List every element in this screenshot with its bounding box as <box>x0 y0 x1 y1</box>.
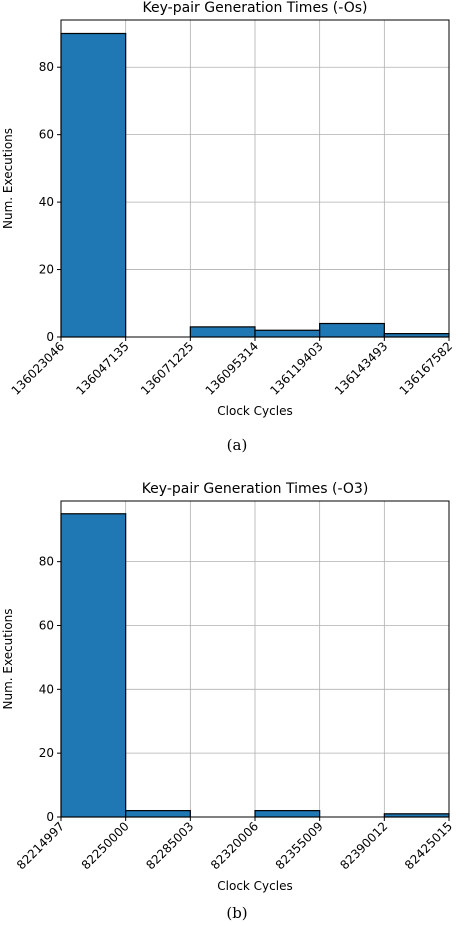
caption-a: (a) <box>226 436 248 454</box>
y-tick-label: 80 <box>39 60 54 74</box>
x-tick-label: 82285003 <box>143 819 196 872</box>
chart-a: 0 20 40 60 80 136023046 136047135 136071225 1360… <box>1 0 455 418</box>
x-tick-label: 136071225 <box>138 339 196 397</box>
x-axis-label: Clock Cycles <box>217 404 292 418</box>
histogram-bar <box>383 333 450 338</box>
y-tick-label: 60 <box>39 128 54 142</box>
y-tick-label: 40 <box>39 195 54 209</box>
histogram-bar <box>254 329 321 338</box>
y-tick-label: 20 <box>39 746 54 760</box>
x-tick-label: 136119403 <box>267 339 325 397</box>
y-tick-label: 80 <box>39 555 54 569</box>
x-tick-label: 136143493 <box>332 339 390 397</box>
x-tick-label: 136167582 <box>397 339 455 397</box>
histogram-bar <box>60 32 127 338</box>
caption-b: (b) <box>226 904 248 922</box>
chart-title: Key-pair Generation Times (-Os) <box>143 0 368 16</box>
x-tick-label: 82250000 <box>79 819 132 872</box>
x-tick-label: 136023046 <box>9 339 67 397</box>
x-tick-label: 82320006 <box>208 819 261 872</box>
x-tick-label: 82214997 <box>14 819 67 872</box>
chart-b: 0 20 40 60 80 82214997 82250000 82285003 8232000… <box>1 481 455 893</box>
x-tick-label: 82355009 <box>273 819 326 872</box>
histogram-bar <box>60 513 127 818</box>
histogram-bar <box>189 326 256 338</box>
histogram-bar <box>125 810 191 818</box>
y-tick-label: 0 <box>46 330 54 344</box>
y-tick-label: 20 <box>39 263 54 277</box>
y-axis-label: Num. Executions <box>1 608 15 709</box>
x-tick-label: 136095314 <box>203 339 261 397</box>
x-axis-label: Clock Cycles <box>217 879 292 893</box>
x-tick-label: 82425015 <box>402 819 455 872</box>
histogram-bar <box>319 322 385 338</box>
chart-title: Key-pair Generation Times (-O3) <box>142 481 369 497</box>
y-tick-label: 40 <box>39 682 54 696</box>
histogram-bar <box>254 810 321 818</box>
y-tick-label: 0 <box>46 810 54 824</box>
y-axis-label: Num. Executions <box>1 128 15 229</box>
x-tick-label: 136047135 <box>73 339 131 397</box>
y-tick-label: 60 <box>39 618 54 632</box>
x-tick-label: 82390012 <box>337 819 390 872</box>
